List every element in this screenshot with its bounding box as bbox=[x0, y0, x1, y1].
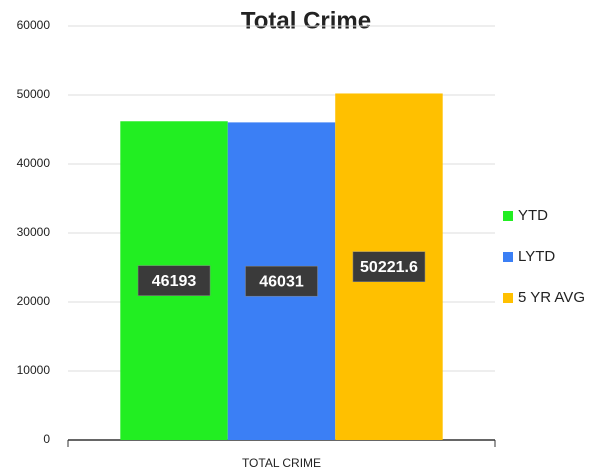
y-tick-label: 10000 bbox=[17, 363, 51, 377]
data-label-box bbox=[245, 265, 318, 297]
y-tick-label: 60000 bbox=[17, 18, 51, 32]
chart-title: Total Crime bbox=[241, 7, 371, 34]
legend-swatch bbox=[503, 293, 513, 303]
y-tick-label: 20000 bbox=[17, 294, 51, 308]
y-tick-label: 40000 bbox=[17, 156, 51, 170]
legend-label: LYTD bbox=[518, 248, 555, 265]
data-label: 46031 bbox=[259, 273, 304, 290]
legend-label: YTD bbox=[518, 207, 548, 224]
data-label-box bbox=[137, 265, 211, 296]
data-label: 50221.6 bbox=[360, 259, 418, 276]
legend-swatch bbox=[503, 211, 513, 221]
legend-swatch bbox=[503, 252, 513, 262]
data-label-box bbox=[352, 251, 426, 282]
y-tick-label: 50000 bbox=[17, 87, 51, 101]
legend-label: 5 YR AVG bbox=[518, 289, 585, 306]
x-tick-label: TOTAL CRIME bbox=[242, 456, 321, 470]
y-tick-label: 30000 bbox=[17, 225, 51, 239]
data-label: 46193 bbox=[152, 273, 197, 290]
y-tick-label: 0 bbox=[43, 432, 50, 446]
